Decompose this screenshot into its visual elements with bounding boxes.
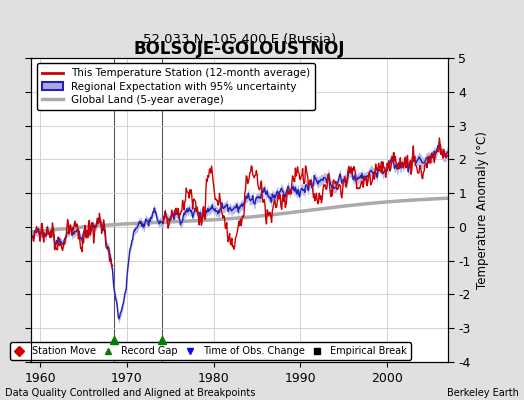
Title: BOLSOJE-GOLOUSTNOJ: BOLSOJE-GOLOUSTNOJ [134, 40, 345, 58]
Text: Data Quality Controlled and Aligned at Breakpoints: Data Quality Controlled and Aligned at B… [5, 388, 256, 398]
Text: Berkeley Earth: Berkeley Earth [447, 388, 519, 398]
Legend: Station Move, Record Gap, Time of Obs. Change, Empirical Break: Station Move, Record Gap, Time of Obs. C… [10, 342, 411, 360]
Y-axis label: Temperature Anomaly (°C): Temperature Anomaly (°C) [476, 131, 489, 289]
Text: 52.033 N, 105.400 E (Russia): 52.033 N, 105.400 E (Russia) [143, 33, 336, 46]
